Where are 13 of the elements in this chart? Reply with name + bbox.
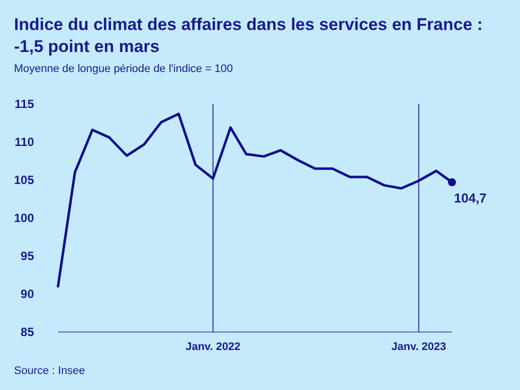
y-tick-label: 115 — [14, 97, 34, 111]
x-tick-label: Janv. 2023 — [391, 341, 446, 353]
y-tick-label: 105 — [14, 173, 34, 187]
source-note: Source : Insee — [14, 365, 85, 377]
y-tick-label: 110 — [14, 135, 34, 149]
x-tick-label: Janv. 2022 — [186, 341, 240, 353]
y-tick-label: 95 — [20, 249, 34, 263]
chart-subtitle: Moyenne de longue période de l'indice = 100 — [14, 63, 233, 75]
data-label: 104,7 — [454, 190, 487, 206]
y-tick-label: 90 — [20, 287, 34, 301]
chart-title: Indice du climat des affaires dans les services en France : -1,5 point en mars — [14, 15, 483, 56]
y-tick-label: 100 — [14, 211, 34, 225]
y-tick-label: 85 — [20, 325, 34, 339]
